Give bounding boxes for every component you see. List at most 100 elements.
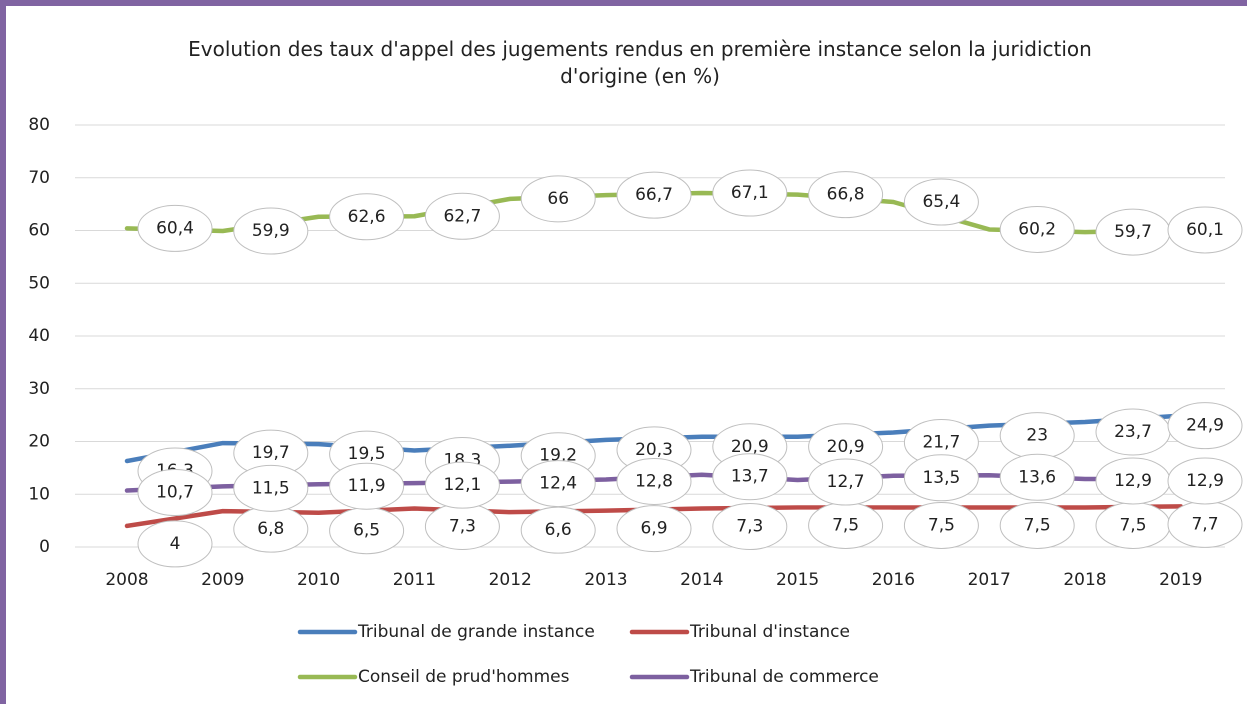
x-tick-label: 2015 [776,570,819,590]
data-label: 20,9 [827,437,865,457]
data-label: 6,9 [640,519,667,539]
data-label: 13,6 [1018,467,1056,487]
data-label: 12,4 [539,474,577,494]
data-label: 11,5 [252,478,290,498]
data-label-bubble [999,501,1075,549]
data-label: 60,1 [1186,220,1224,240]
data-label-bubble [903,178,979,226]
x-tick-label: 2017 [968,570,1011,590]
data-label: 12,8 [635,471,673,491]
data-label-bubble [1167,457,1243,505]
data-label-bubble [616,505,692,553]
data-label: 11,9 [348,476,386,496]
x-tick-label: 2016 [872,570,915,590]
legend-label: Tribunal de grande instance [357,622,595,642]
data-label: 59,7 [1114,222,1152,242]
y-tick-label: 50 [28,273,50,293]
data-label: 60,2 [1018,219,1056,239]
x-tick-label: 2011 [393,570,436,590]
data-label-bubble [808,458,884,506]
frame-top [0,0,1247,6]
data-label: 20,9 [731,437,769,457]
y-tick-label: 60 [28,221,50,241]
data-label: 7,3 [449,516,476,536]
y-tick-label: 30 [28,379,50,399]
data-label: 62,7 [443,206,481,226]
data-label: 67,1 [731,183,769,203]
y-tick-label: 40 [28,326,50,346]
data-label-bubble [424,461,500,509]
data-label-bubble [712,502,788,550]
data-label-bubble [1167,402,1243,450]
data-label-bubble [616,171,692,219]
data-label: 12,1 [443,475,481,495]
frame-left [0,0,6,704]
data-label: 24,9 [1186,416,1224,436]
legend-label: Tribunal de commerce [689,667,879,687]
data-label-bubble [712,453,788,501]
data-label: 12,9 [1114,471,1152,491]
chart-title: Evolution des taux d'appel des jugements… [188,37,1092,88]
data-label-bubble [520,460,596,508]
data-label-bubble [137,520,213,568]
data-label: 23 [1026,426,1048,446]
data-label-bubble [233,207,309,255]
data-label: 12,9 [1186,471,1224,491]
data-label-bubble [999,453,1075,501]
data-label-bubble [137,204,213,252]
data-label-bubble [424,192,500,240]
data-label: 7,3 [736,516,763,536]
x-tick-label: 2009 [201,570,244,590]
data-label-bubble [808,171,884,219]
x-tick-label: 2010 [297,570,340,590]
data-label: 7,5 [928,515,955,535]
y-tick-label: 20 [28,432,50,452]
y-tick-label: 80 [28,115,50,135]
data-label: 4 [170,534,181,554]
legend-label: Conseil de prud'hommes [358,667,570,687]
data-label-bubble [903,454,979,502]
data-label: 13,5 [922,468,960,488]
data-label: 7,5 [832,515,859,535]
data-label-bubble [520,175,596,223]
x-tick-label: 2014 [680,570,723,590]
data-label: 6,6 [545,520,572,540]
data-label-bubble [712,169,788,217]
data-label: 65,4 [922,192,960,212]
data-label: 66,8 [827,185,865,205]
data-label: 66,7 [635,185,673,205]
data-label: 66 [547,189,569,209]
data-label: 60,4 [156,218,194,238]
x-tick-label: 2008 [105,570,148,590]
x-tick-label: 2018 [1063,570,1106,590]
y-tick-label: 70 [28,168,50,188]
x-tick-label: 2019 [1159,570,1202,590]
y-tick-label: 10 [28,484,50,504]
data-label: 19,5 [348,444,386,464]
data-label-bubble [329,462,405,510]
data-label: 19,2 [539,446,577,466]
data-label: 62,6 [348,207,386,227]
data-label: 13,7 [731,467,769,487]
data-label-bubble [903,501,979,549]
data-label: 19,7 [252,443,290,463]
data-label: 6,5 [353,521,380,541]
data-label: 7,7 [1191,514,1218,534]
data-label-bubble [233,464,309,512]
data-label: 7,5 [1119,515,1146,535]
data-label: 20,3 [635,440,673,460]
x-tick-label: 2013 [584,570,627,590]
data-label-bubble [520,506,596,554]
x-tick-label: 2012 [489,570,532,590]
data-label: 12,7 [827,472,865,492]
data-label-bubble [329,193,405,241]
data-label-bubble [1167,206,1243,254]
data-label: 10,7 [156,483,194,503]
data-label-bubble [999,205,1075,253]
data-label: 7,5 [1024,515,1051,535]
data-label: 21,7 [922,433,960,453]
data-label-bubble [137,469,213,517]
legend-label: Tribunal d'instance [689,622,850,642]
